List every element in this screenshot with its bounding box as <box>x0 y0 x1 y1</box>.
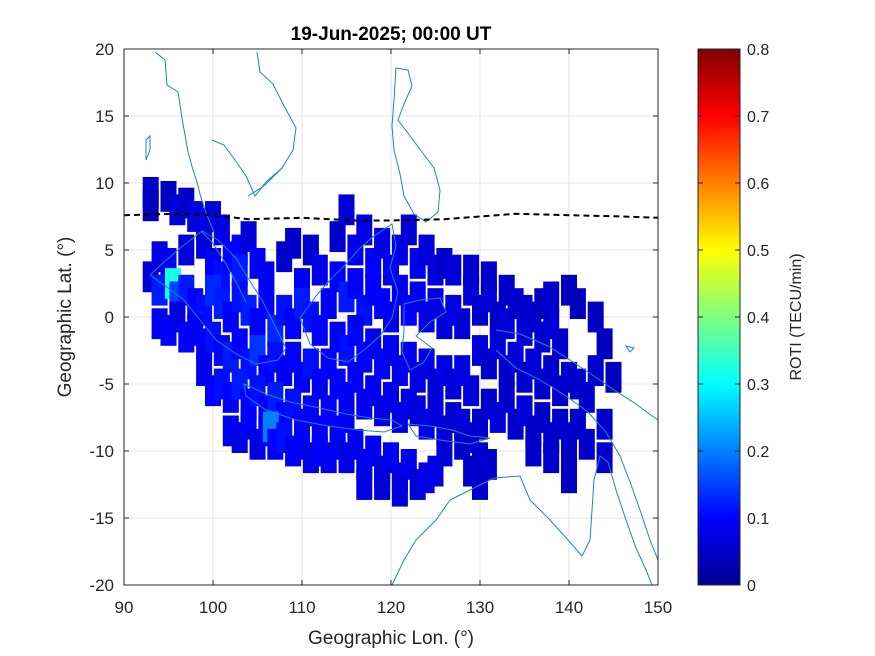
roti-cell <box>525 435 542 467</box>
coastline-sulawesi <box>401 297 447 371</box>
roti-cell <box>347 314 364 346</box>
roti-cell <box>596 408 613 440</box>
roti-cells <box>142 176 622 507</box>
roti-cell <box>374 227 391 259</box>
roti-cell <box>347 268 364 299</box>
roti-cell <box>240 221 257 253</box>
coastline-islet-2 <box>624 345 635 353</box>
roti-cell <box>258 261 275 293</box>
colorbar-tick-label: 0 <box>747 578 756 595</box>
magnetic-equator-line <box>124 212 658 222</box>
roti-cell <box>489 328 506 360</box>
roti-cell <box>391 475 408 507</box>
colorbar-tick-label: 0.8 <box>747 42 769 59</box>
x-tick-label: 140 <box>555 598 583 617</box>
roti-cell <box>445 254 462 286</box>
roti-cell <box>231 254 248 286</box>
y-tick-label: -15 <box>89 509 114 528</box>
colorbar-tick-label: 0.5 <box>747 243 769 260</box>
roti-cell <box>587 301 604 333</box>
roti-cell <box>329 221 346 253</box>
y-tick-label: 20 <box>95 40 114 59</box>
roti-cell <box>454 308 471 340</box>
roti-cell <box>596 328 613 360</box>
roti-cell <box>569 288 586 320</box>
roti-cell <box>213 214 230 246</box>
coastline-malay-peninsula <box>201 231 247 303</box>
roti-cell <box>543 281 560 313</box>
colorbar-tick-label: 0.3 <box>747 377 769 394</box>
coastline-vietnam-south <box>247 167 283 197</box>
colorbar-tick-label: 0.1 <box>747 511 769 528</box>
x-tick-label: 120 <box>377 598 405 617</box>
x-tick-label: 130 <box>466 598 494 617</box>
roti-cell <box>311 314 328 346</box>
roti-cell <box>142 190 159 222</box>
roti-cell <box>356 214 373 246</box>
x-tick-label: 90 <box>115 598 134 617</box>
roti-cell <box>463 254 480 286</box>
y-tick-label: -5 <box>99 375 114 394</box>
y-tick-label: -20 <box>89 576 114 595</box>
coastline-lesser-sunda <box>407 423 491 445</box>
roti-cell <box>552 328 569 360</box>
roti-cell <box>178 234 195 266</box>
coastline-sumatra <box>149 230 287 365</box>
roti-cell <box>454 428 471 460</box>
roti-cell <box>498 381 515 413</box>
roti-cell <box>587 355 604 387</box>
coastline-java <box>243 383 404 433</box>
roti-cell <box>374 469 391 500</box>
roti-cell <box>463 375 480 407</box>
x-axis-ticks: 90 100 110 120 130 140 150 <box>115 49 672 617</box>
coastlines <box>145 51 658 585</box>
coastline-australia <box>391 455 653 585</box>
x-tick-label: 150 <box>644 598 672 617</box>
roti-cell <box>543 442 560 474</box>
colorbar-tick-label: 0.2 <box>747 444 769 461</box>
coastline-new-guinea <box>495 329 658 561</box>
colorbar <box>697 48 741 586</box>
roti-cell <box>347 361 364 393</box>
roti-cell <box>258 288 275 320</box>
roti-cell <box>356 469 373 500</box>
roti-cell <box>480 448 497 480</box>
coastline-philippines <box>391 67 441 223</box>
coastline-borneo <box>299 223 399 363</box>
roti-cell <box>285 227 302 259</box>
x-tick-label: 100 <box>199 598 227 617</box>
y-tick-label: 15 <box>95 107 114 126</box>
roti-cell <box>480 261 497 293</box>
roti-cell <box>151 274 168 306</box>
y-tick-label: -10 <box>89 442 114 461</box>
roti-cell <box>498 274 515 306</box>
colorbar-tick-label: 0.6 <box>747 176 769 193</box>
x-tick-label: 110 <box>288 598 315 617</box>
roti-cell <box>516 294 533 326</box>
y-tick-label: 10 <box>95 174 114 193</box>
coastline-islet-1 <box>145 134 151 161</box>
roti-cell <box>311 254 328 286</box>
y-axis-ticks: -20 -15 -10 -5 0 5 10 15 20 <box>89 40 658 595</box>
y-axis-label: Geographic Lat. (°) <box>55 237 76 398</box>
roti-cell <box>578 381 595 413</box>
colorbar-tick-label: 0.4 <box>747 310 769 327</box>
chart-title: 19-Jun-2025; 00:00 UT <box>291 24 492 45</box>
coastline-indochina <box>154 51 215 233</box>
roti-cell <box>436 435 453 467</box>
y-tick-label: 5 <box>105 241 114 260</box>
x-axis-label: Geographic Lon. (°) <box>308 628 474 649</box>
roti-cell <box>338 194 355 226</box>
roti-cell <box>578 428 595 460</box>
y-tick-label: 0 <box>105 308 114 327</box>
roti-cell <box>605 361 622 393</box>
colorbar-ticks: 0 0.1 0.2 0.3 0.4 0.5 0.6 0.7 0.8 <box>698 42 769 595</box>
colorbar-tick-label: 0.7 <box>747 109 769 126</box>
roti-cell <box>560 462 578 494</box>
roti-cell <box>400 214 417 246</box>
colorbar-label: ROTI (TECU/min) <box>788 253 805 380</box>
roti-cell <box>320 288 337 320</box>
